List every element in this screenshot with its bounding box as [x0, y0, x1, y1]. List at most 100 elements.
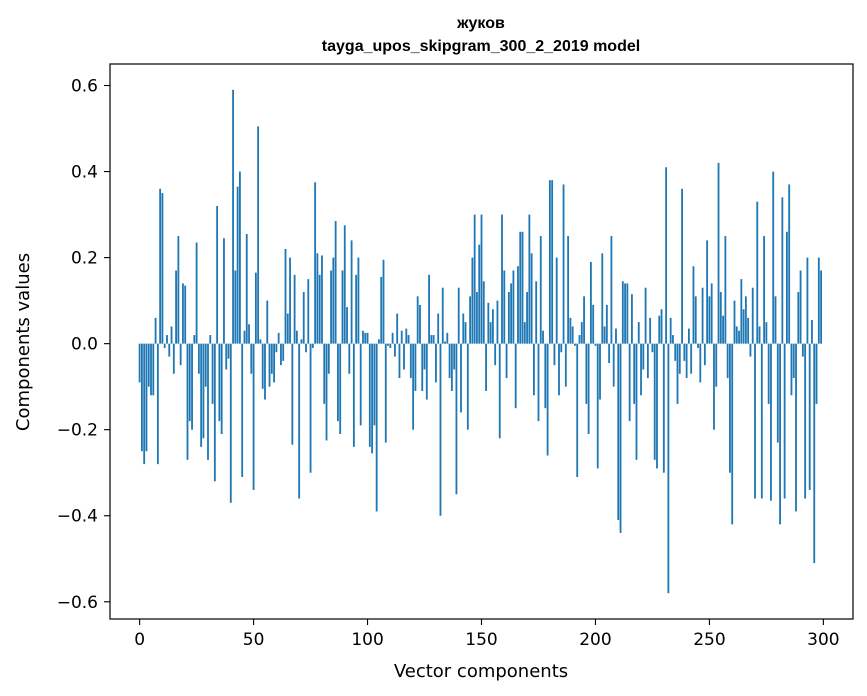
bar: [631, 294, 633, 344]
bar: [403, 343, 405, 370]
bar: [145, 343, 148, 452]
bar: [432, 335, 435, 344]
x-tick-label: 300: [807, 630, 839, 650]
bar: [740, 279, 743, 344]
bar: [774, 296, 777, 344]
y-axis-ticks: 0.6 0.4 0.2 0.0 −0.2 −0.4 −0.6: [57, 77, 110, 613]
bar: [166, 335, 168, 344]
x-axis-label: Vector components: [394, 661, 568, 682]
bar: [779, 343, 781, 525]
bar: [444, 341, 446, 344]
bar: [348, 343, 351, 374]
bar: [437, 313, 440, 344]
bar: [321, 255, 323, 344]
bar: [245, 233, 248, 344]
bar: [523, 322, 526, 344]
bar: [170, 326, 173, 344]
bar: [337, 343, 339, 422]
x-tick-label: 0: [134, 630, 145, 650]
bar: [168, 343, 171, 357]
bar: [708, 296, 711, 344]
bar: [624, 283, 626, 344]
bar: [266, 300, 269, 344]
bar: [175, 270, 177, 344]
bar: [633, 343, 636, 404]
bar: [594, 343, 597, 346]
bar: [601, 253, 604, 344]
bar: [373, 343, 376, 426]
bar: [305, 343, 307, 353]
bar: [808, 343, 811, 490]
bar: [580, 322, 583, 344]
bar: [330, 270, 332, 344]
bar: [817, 257, 820, 344]
bar: [706, 240, 709, 344]
bar: [722, 315, 724, 344]
bar: [323, 343, 326, 404]
bar: [749, 343, 752, 357]
bar: [282, 343, 285, 361]
bar: [204, 343, 207, 387]
bar: [685, 343, 688, 379]
bar: [514, 343, 517, 409]
bar: [273, 343, 276, 383]
bar: [416, 296, 419, 344]
bar: [697, 343, 699, 348]
bar: [248, 324, 250, 344]
bar: [742, 309, 745, 344]
bar: [202, 343, 205, 439]
bar: [138, 343, 141, 383]
bar: [375, 343, 378, 512]
bar: [325, 343, 328, 441]
bar: [400, 330, 403, 344]
bar: [280, 343, 282, 366]
bar: [448, 343, 451, 379]
bar: [270, 343, 273, 374]
bar: [334, 221, 337, 344]
bar: [364, 332, 367, 344]
bar: [453, 343, 456, 370]
y-tick-label: −0.4: [57, 507, 98, 527]
bar: [687, 328, 690, 344]
bar: [147, 343, 150, 387]
bar: [751, 287, 754, 344]
bar: [781, 197, 784, 344]
bar: [466, 343, 469, 430]
bar: [143, 343, 146, 465]
bar: [359, 343, 362, 426]
bar: [295, 330, 298, 344]
bar: [430, 335, 433, 344]
bar: [729, 343, 731, 473]
bar: [252, 343, 255, 490]
bar: [384, 343, 387, 443]
bar: [368, 343, 371, 447]
bar: [731, 343, 734, 525]
bar: [441, 287, 444, 344]
bar: [207, 343, 209, 460]
x-tick-label: 250: [693, 630, 725, 650]
bar: [788, 184, 791, 344]
bar: [163, 343, 166, 348]
bar: [264, 343, 266, 400]
bar: [457, 287, 460, 344]
bar: [357, 257, 360, 344]
bar: [626, 283, 629, 344]
bar: [699, 343, 702, 383]
bar: [300, 339, 303, 344]
bar: [585, 343, 588, 404]
bar: [804, 343, 807, 499]
bar: [569, 317, 572, 344]
bar: [544, 343, 547, 409]
bar: [548, 180, 551, 344]
bar: [656, 343, 658, 469]
bar: [200, 343, 203, 447]
y-tick-label: 0.6: [71, 77, 98, 97]
bar: [355, 274, 358, 344]
bar: [414, 343, 417, 391]
bar: [254, 272, 257, 344]
bar: [576, 343, 579, 478]
bar: [564, 343, 567, 387]
bar: [528, 214, 531, 344]
bar: [462, 313, 465, 344]
